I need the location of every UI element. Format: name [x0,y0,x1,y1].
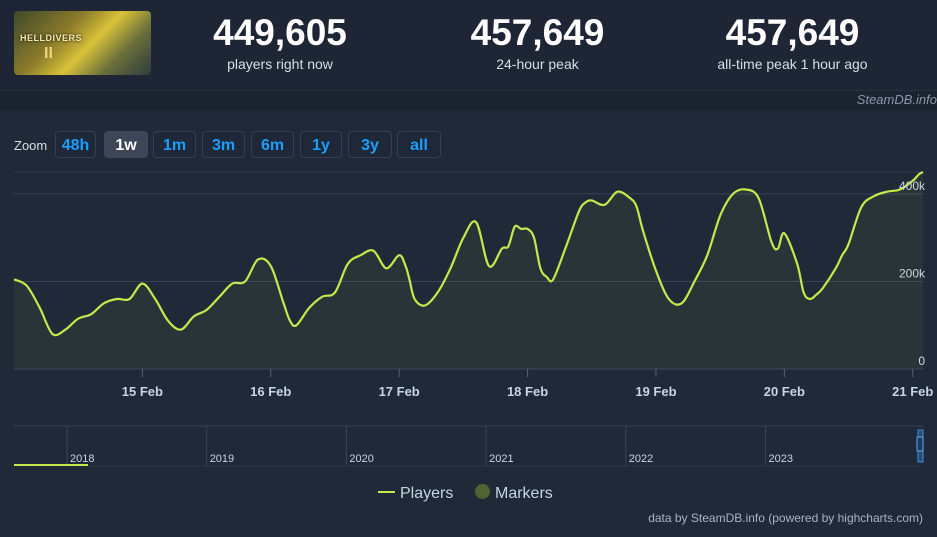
zoom-button-1w[interactable]: 1w [104,131,148,158]
legend-label-markers: Markers [495,485,553,502]
x-tick-label: 18 Feb [507,384,548,399]
y-tick-label: 0 [918,354,925,368]
steamdb-watermark: SteamDB.info [856,92,937,107]
zoom-button-3y[interactable]: 3y [348,131,392,158]
chart-credits[interactable]: data by SteamDB.info (powered by highcha… [648,511,923,525]
stats-header: HELLDIVERS II 449,605 players right now … [0,0,937,91]
zoom-label: Zoom [14,138,48,153]
stat-value: 449,605 [213,12,347,53]
x-tick-label: 17 Feb [379,384,420,399]
game-logo-mark: II [44,45,53,62]
x-tick-label: 21 Feb [892,384,933,399]
x-tick-label: 20 Feb [764,384,805,399]
navigator-year-label: 2019 [210,453,234,465]
stat-24h-peak: 457,649 24-hour peak [455,12,620,72]
navigator-year-label: 2022 [629,453,653,465]
navigator-year-label: 2020 [349,453,373,465]
zoom-button-1m[interactable]: 1m [153,131,196,158]
legend-item-markers[interactable]: Markers [475,484,553,503]
zoom-button-48h[interactable]: 48h [55,131,96,158]
navigator-year-label: 2023 [769,453,793,465]
stat-all-time-peak: 457,649 all-time peak 1 hour ago [700,12,885,72]
navigator-year-label: 2018 [70,453,94,465]
zoom-button-6m[interactable]: 6m [251,131,294,158]
markers-legend-swatch [475,484,490,500]
y-tick-label: 400k [899,179,926,193]
stat-label: 24-hour peak [496,56,579,72]
game-thumbnail[interactable]: HELLDIVERS II [14,11,151,75]
zoom-button-all[interactable]: all [397,131,441,158]
players-legend-swatch [378,490,395,493]
stat-label: all-time peak 1 hour ago [717,56,868,72]
legend-label-players: Players [400,485,454,502]
x-tick-label: 15 Feb [122,384,163,399]
navigator-handle[interactable] [916,436,924,452]
stat-label: players right now [227,56,333,72]
stat-players-now: 449,605 players right now [195,12,365,72]
zoom-button-3m[interactable]: 3m [202,131,245,158]
players-area-fill [14,172,923,369]
legend-item-players[interactable]: Players [378,485,453,503]
y-tick-label: 200k [899,266,926,280]
x-tick-label: 16 Feb [250,384,291,399]
x-tick-label: 19 Feb [635,384,676,399]
game-logo-text: HELLDIVERS [20,33,83,43]
stat-value: 457,649 [725,12,860,53]
players-series-line[interactable] [13,171,924,337]
stat-value: 457,649 [470,12,605,53]
zoom-button-1y[interactable]: 1y [300,131,342,158]
navigator-year-label: 2021 [489,453,513,465]
